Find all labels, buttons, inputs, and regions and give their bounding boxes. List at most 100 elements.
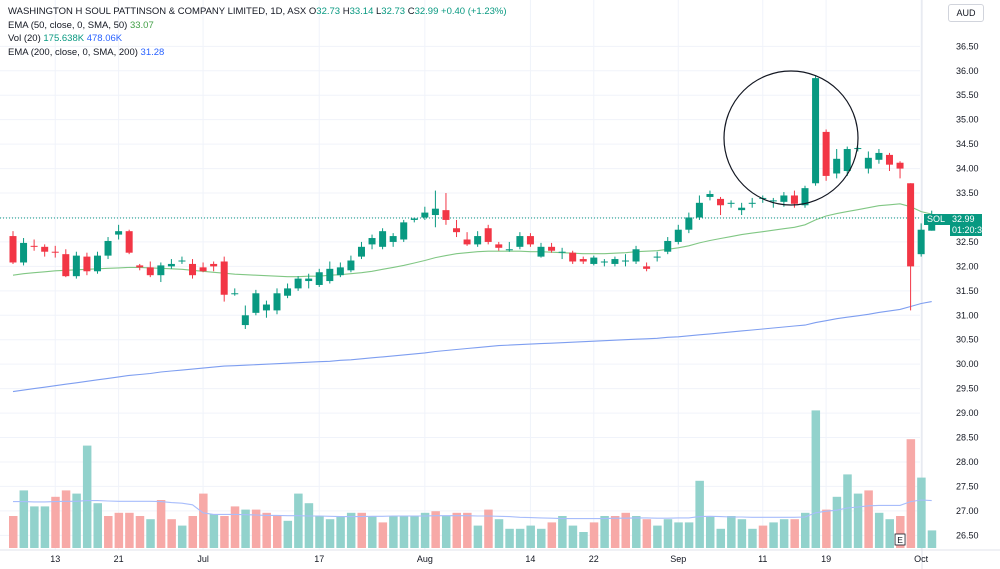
- candle-body: [51, 251, 59, 253]
- volume-bar: [716, 528, 726, 548]
- volume-bar: [368, 516, 377, 548]
- candle-body: [516, 236, 524, 247]
- volume-bar: [779, 519, 789, 548]
- time-tick-label: 17: [314, 554, 324, 564]
- volume-bar: [547, 522, 557, 548]
- volume-bar: [283, 520, 293, 548]
- candle-body: [537, 246, 545, 257]
- earnings-marker-label: E: [897, 535, 903, 545]
- volume-bar: [188, 516, 198, 548]
- candle-body: [104, 240, 112, 256]
- volume-bar: [515, 528, 525, 548]
- candle-body: [769, 200, 777, 202]
- candle-body: [548, 246, 556, 251]
- volume-bar: [199, 493, 208, 548]
- volume-bar: [579, 532, 588, 548]
- candle-body: [157, 265, 165, 276]
- candle-body: [653, 256, 661, 258]
- time-tick-label: 11: [758, 554, 767, 564]
- highlight-circle: [723, 70, 859, 206]
- price-axis[interactable]: 26.50 27.00 27.50 28.00 28.50 29.00 29.50 30.00…: [956, 41, 979, 540]
- candle-body: [685, 217, 693, 230]
- candle-body: [273, 293, 281, 311]
- ohlc-values: O32.73 H33.14 L32.73 C32.99: [309, 6, 441, 17]
- ohlc-key-h: H: [342, 6, 350, 17]
- price-tick-label: 36.50: [956, 41, 979, 51]
- price-tick-label: 35.50: [956, 90, 979, 100]
- candle-body: [463, 239, 471, 245]
- volume-bar: [378, 522, 388, 548]
- price-tag-countdown: 01:20:31: [950, 225, 988, 236]
- candle-body: [526, 236, 534, 245]
- candle-body: [315, 272, 323, 285]
- candle-body: [453, 228, 461, 233]
- candle-body: [410, 218, 418, 220]
- volume-bar: [325, 519, 335, 548]
- legend: WASHINGTON H SOUL PATTINSON & COMPANY LI…: [8, 5, 507, 59]
- candle-body: [199, 267, 207, 272]
- volume-bar: [684, 522, 694, 548]
- volume-value: 175.638K: [43, 33, 85, 44]
- candle-body: [146, 267, 154, 276]
- candle-body: [748, 202, 756, 204]
- candle-body: [125, 231, 133, 253]
- volume-bar: [885, 519, 894, 548]
- volume-bar: [642, 519, 652, 548]
- candle-body: [717, 198, 725, 206]
- candle-body: [189, 263, 197, 276]
- volume-bar: [494, 519, 504, 548]
- volume-bar: [40, 506, 50, 548]
- volume-bar: [346, 512, 356, 548]
- volume-label: Vol (20): [8, 33, 41, 44]
- ema50-value: 33.07: [129, 19, 154, 31]
- candle-body: [167, 263, 175, 267]
- volume-legend[interactable]: Vol (20) 175.638K 478.06K: [8, 32, 507, 46]
- candle-body: [495, 244, 503, 248]
- volume-bar: [758, 525, 768, 548]
- volume-bar: [452, 512, 462, 548]
- time-tick-label: 22: [589, 554, 599, 564]
- candle-body: [790, 195, 798, 204]
- candle-body: [93, 255, 101, 272]
- candle-body: [854, 148, 862, 150]
- symbol-row: WASHINGTON H SOUL PATTINSON & COMPANY LI…: [8, 5, 507, 19]
- volume-bar: [399, 516, 409, 548]
- candle-body: [326, 268, 334, 282]
- volume-bar: [72, 493, 81, 548]
- currency-button[interactable]: AUD: [948, 4, 984, 22]
- volume-bar: [19, 490, 29, 548]
- candle-body: [611, 259, 619, 264]
- volume-bar: [82, 445, 92, 548]
- candle-body: [875, 152, 883, 160]
- price-tick-label: 29.50: [956, 384, 979, 394]
- candle-body: [9, 236, 17, 263]
- volume-bar: [674, 522, 683, 548]
- volume-bar: [441, 516, 451, 548]
- earnings-marker: [894, 533, 906, 546]
- volume-bar: [748, 528, 757, 548]
- price-tick-label: 35.00: [956, 115, 979, 125]
- candle-body: [695, 202, 703, 218]
- ema50-legend[interactable]: EMA (50, close, 0, SMA, 50) 33.07: [8, 19, 507, 33]
- ohlc-value-l: 32.73: [381, 6, 408, 17]
- volume-bar: [906, 439, 916, 548]
- indicator-lines: [0, 203, 932, 520]
- volume-bar: [610, 516, 620, 548]
- candle-body: [379, 231, 387, 247]
- time-axis[interactable]: 13 21 Jul 17 Aug 14 22 Sep 11 19 Oct: [50, 554, 928, 564]
- volume-bar: [558, 516, 567, 548]
- volume-bar: [526, 525, 535, 548]
- candle-body: [643, 266, 651, 269]
- symbol-title[interactable]: WASHINGTON H SOUL PATTINSON & COMPANY LI…: [8, 6, 307, 17]
- volume-bar: [431, 511, 440, 548]
- price-tick-label: 29.00: [956, 408, 979, 418]
- ohlc-key-l: L: [376, 6, 382, 17]
- candle-body: [252, 293, 260, 313]
- candle-body: [812, 78, 820, 184]
- candle-body: [569, 252, 577, 262]
- volume-bar: [93, 503, 102, 548]
- ticker-label: SOL: [927, 214, 946, 224]
- ema200-legend[interactable]: EMA (200, close, 0, SMA, 200) 31.28: [8, 46, 507, 60]
